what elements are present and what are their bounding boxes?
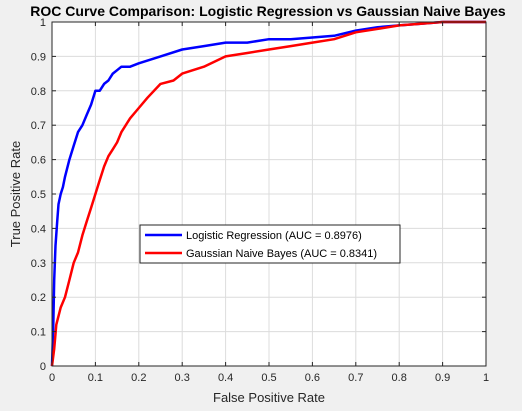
x-axis-label: False Positive Rate [213,390,325,405]
y-axis-label: True Positive Rate [8,141,23,247]
y-tick-label: 0.1 [31,327,46,339]
y-tick-label: 0.8 [31,86,46,98]
x-tick-label: 0.6 [305,372,320,384]
y-tick-label: 0.9 [31,51,46,63]
y-tick-label: 1 [40,17,46,29]
x-tick-label: 0.3 [175,372,190,384]
x-tick-label: 0.8 [392,372,407,384]
x-tick-label: 0.1 [88,372,103,384]
series-line-gaussian-naive-bayes [50,20,486,367]
x-tick-label: 0.2 [131,372,146,384]
legend-entry-logistic: Logistic Regression (AUC = 0.8976) [186,230,362,242]
x-tick-label: 0.9 [435,372,450,384]
x-tick-label: 0.5 [261,372,276,384]
series-layer [50,20,486,367]
series-line-logistic-regression [50,20,486,367]
legend-entry-naive-bayes: Gaussian Naive Bayes (AUC = 0.8341) [186,248,377,260]
y-tick-label: 0.5 [31,189,46,201]
y-tick-label: 0.3 [31,258,46,270]
ticks: 0 0.1 0.2 0.3 0.4 0.5 0.6 0.7 0.8 0.9 1 0 0.1 0.2 0.3 0… [31,17,489,384]
x-tick-label: 0 [49,372,55,384]
legend-box [139,224,401,264]
y-tick-label: 0.7 [31,120,46,132]
chart-title: ROC Curve Comparison: Logistic Regressio… [30,3,506,19]
y-tick-label: 0.4 [31,223,46,235]
x-tick-label: 0.4 [218,372,233,384]
y-tick-label: 0.6 [31,155,46,167]
x-tick-label: 1 [483,372,489,384]
y-tick-label: 0 [40,361,46,373]
x-tick-label: 0.7 [348,372,363,384]
legend: Logistic Regression (AUC = 0.8976) Gauss… [139,224,401,264]
y-tick-label: 0.2 [31,292,46,304]
